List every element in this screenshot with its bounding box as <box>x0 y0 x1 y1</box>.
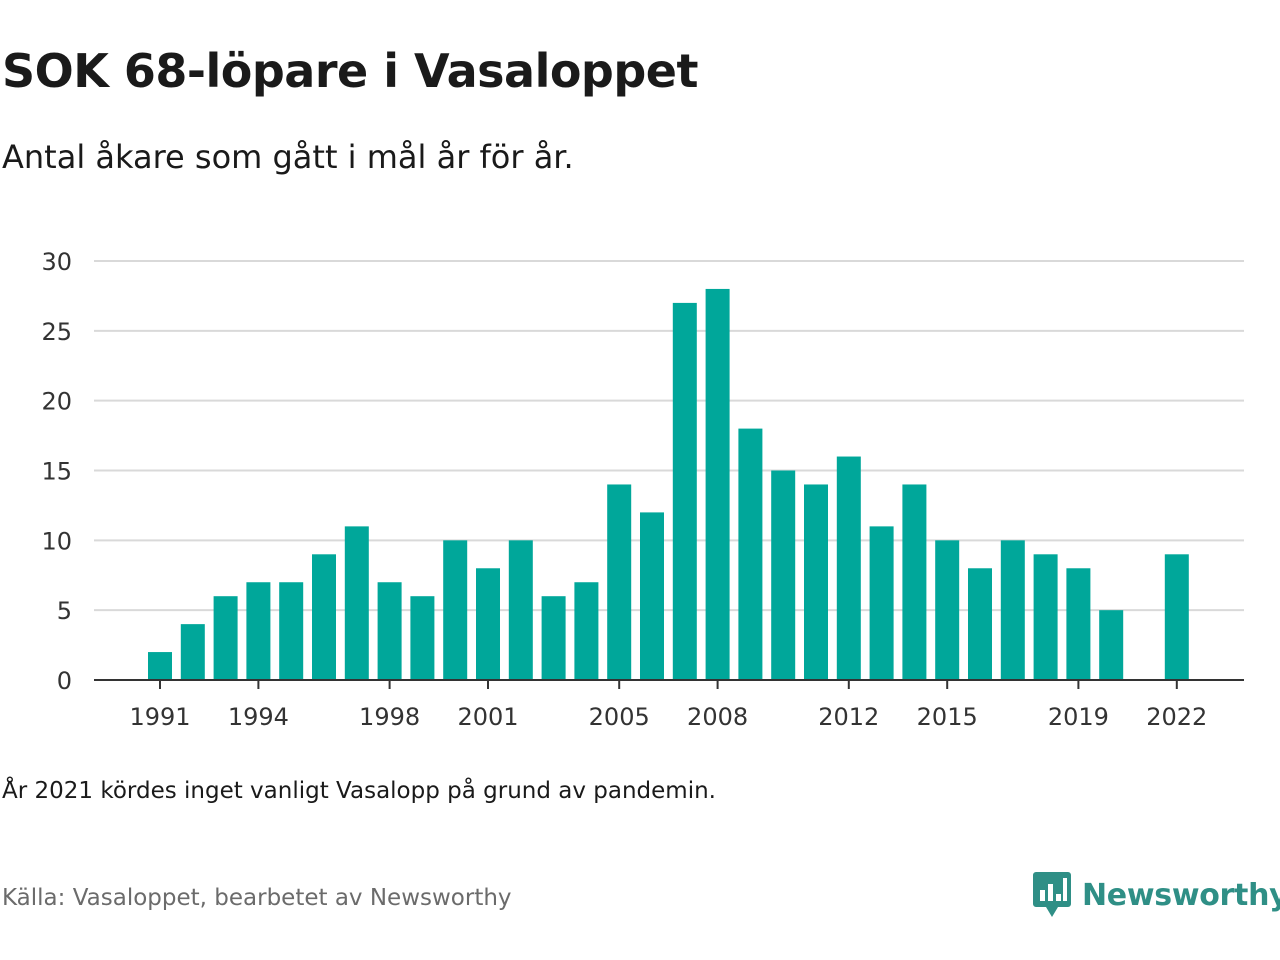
newsworthy-logo: Newsworthy <box>1032 870 1280 920</box>
chart-title: SOK 68-löpare i Vasaloppet <box>2 44 698 98</box>
bar-2015 <box>935 540 960 680</box>
x-tick-label: 2022 <box>1146 703 1207 730</box>
x-tick-label: 2008 <box>687 703 748 730</box>
chart-subtitle: Antal åkare som gått i mål år för år. <box>2 138 574 176</box>
x-tick-label: 2012 <box>818 703 879 730</box>
bar-1995 <box>279 582 304 680</box>
bars <box>148 288 1189 680</box>
bar-2009 <box>738 428 763 680</box>
bar-2001 <box>476 568 500 680</box>
y-tick-label: 5 <box>57 597 72 625</box>
bar-2016 <box>968 568 992 680</box>
bar-chart: 0 5 10 15 20 25 30 1991 1994 1998 2001 2005 2008 201… <box>41 248 1244 730</box>
bar-2018 <box>1033 554 1058 680</box>
bar-2012 <box>836 456 861 680</box>
bar-2000 <box>443 540 468 680</box>
x-tick-label: 1994 <box>228 703 289 730</box>
bar-2006 <box>640 512 664 680</box>
bar-2022 <box>1164 554 1189 680</box>
bar-1993 <box>213 596 238 680</box>
bar-1999 <box>410 596 435 680</box>
x-tick-label: 2005 <box>589 703 650 730</box>
bar-1997 <box>344 526 369 680</box>
bar-1998 <box>377 582 402 680</box>
bar-2017 <box>1000 540 1025 680</box>
bar-1996 <box>312 554 336 680</box>
bar-1991 <box>148 652 172 680</box>
bar-2005 <box>607 484 632 680</box>
x-tick-label: 2015 <box>917 703 978 730</box>
bar-2010 <box>771 470 796 680</box>
y-tick-label: 0 <box>57 667 72 695</box>
logo-text: Newsworthy <box>1082 877 1280 913</box>
x-tick-label: 1991 <box>129 703 190 730</box>
y-tick-label: 25 <box>41 318 72 346</box>
x-tick-label: 1998 <box>359 703 420 730</box>
y-tick-label: 10 <box>41 527 72 555</box>
bar-1992 <box>180 624 205 680</box>
chart-source: Källa: Vasaloppet, bearbetet av Newswort… <box>2 885 512 911</box>
bar-2008 <box>705 288 730 680</box>
chart-note: År 2021 kördes inget vanligt Vasalopp på… <box>2 778 716 804</box>
y-tick-label: 20 <box>41 388 72 416</box>
bar-2004 <box>574 582 599 680</box>
x-axis-ticks: 1991 1994 1998 2001 2005 2008 2012 2015 2019 2022 <box>129 680 1207 730</box>
y-tick-label: 15 <box>41 458 72 486</box>
newsworthy-logo-icon <box>1033 872 1071 917</box>
bar-2020 <box>1099 610 1124 680</box>
gridlines <box>94 260 1244 612</box>
bar-2007 <box>672 302 697 680</box>
x-tick-label: 2001 <box>457 703 518 730</box>
bar-2011 <box>804 484 828 680</box>
bar-2013 <box>869 526 894 680</box>
bar-2003 <box>541 596 566 680</box>
y-tick-label: 30 <box>41 248 72 276</box>
x-tick-label: 2019 <box>1048 703 1109 730</box>
bar-2019 <box>1066 568 1091 680</box>
y-axis-ticks: 0 5 10 15 20 25 30 <box>41 248 72 695</box>
bar-2002 <box>508 540 533 680</box>
bar-1994 <box>246 582 271 680</box>
bar-2014 <box>902 484 927 680</box>
